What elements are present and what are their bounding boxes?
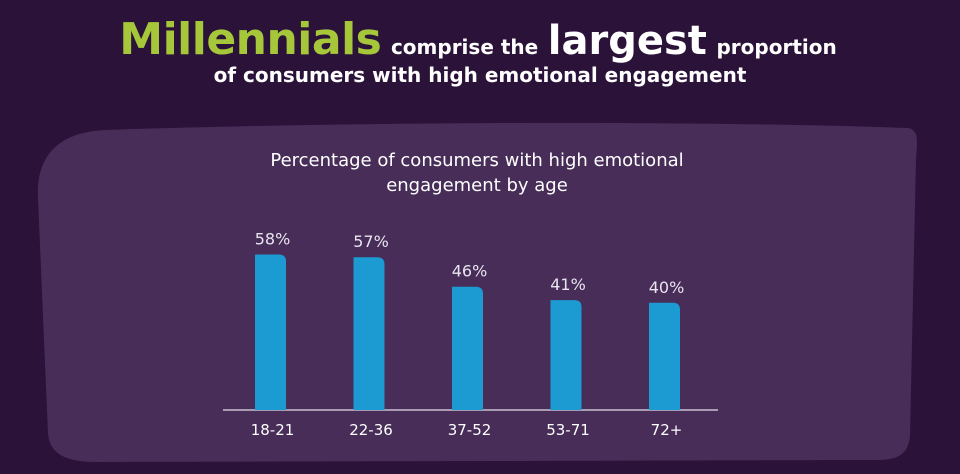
bar-37-52 [452, 287, 483, 410]
x-tick-label: 72+ [651, 421, 683, 439]
bar-53-71 [551, 300, 582, 410]
bar-value-label: 46% [452, 262, 488, 281]
x-tick-label: 53-71 [546, 421, 590, 439]
bar-value-label: 58% [255, 230, 291, 249]
bar-value-label: 40% [649, 278, 685, 297]
x-tick-label: 22-36 [349, 421, 393, 439]
bar-18-21 [255, 255, 286, 410]
bar-22-36 [354, 257, 385, 410]
bar-value-label: 57% [353, 232, 389, 251]
x-tick-label: 37-52 [448, 421, 492, 439]
bar-value-label: 41% [550, 275, 586, 294]
bar-chart: 58% 18-21 57% 22-36 46% 37-52 41% 53-71 40% 72+ [0, 0, 960, 474]
x-tick-label: 18-21 [251, 421, 295, 439]
bar-72+ [649, 303, 680, 410]
